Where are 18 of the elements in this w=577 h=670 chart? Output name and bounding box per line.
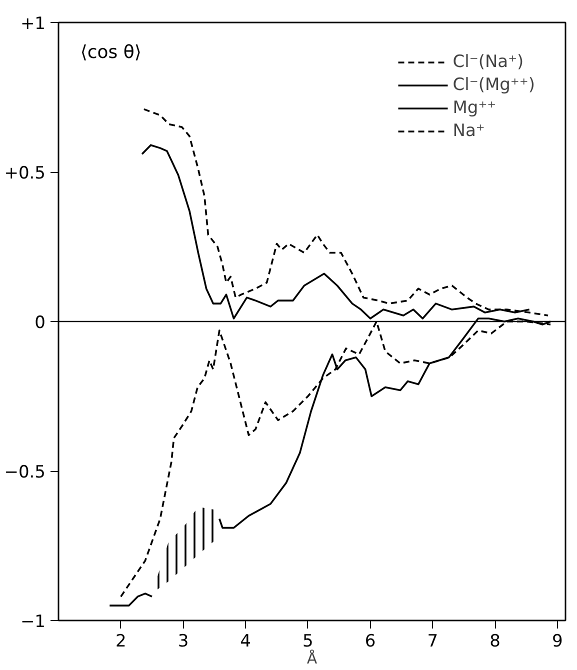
legend-label: Cl⁻(Mg⁺⁺) [452,75,535,95]
x-tick-label: 8 [490,632,500,652]
y-axis-title: ⟨cos θ⟩ [80,42,142,63]
y-tick-label: +1 [20,14,46,34]
legend-label: Mg⁺⁺ [452,98,496,118]
x-tick-label: 4 [240,632,252,652]
x-tick-label: 2 [115,632,126,652]
x-tick-label: 7 [427,632,438,652]
x-tick-label: 3 [178,632,189,652]
legend-label: Cl⁻(Na⁺) [452,52,524,72]
x-tick-label: 9 [552,632,563,652]
y-tick-label: +0.5 [4,164,46,184]
y-tick-label: 0 [34,313,46,333]
x-axis-title: Å [306,650,318,668]
x-tick-label: 6 [364,632,376,652]
y-tick-label: −0.5 [4,462,46,482]
y-tick-label: −1 [20,612,46,632]
legend-label: Na⁺ [452,121,485,141]
